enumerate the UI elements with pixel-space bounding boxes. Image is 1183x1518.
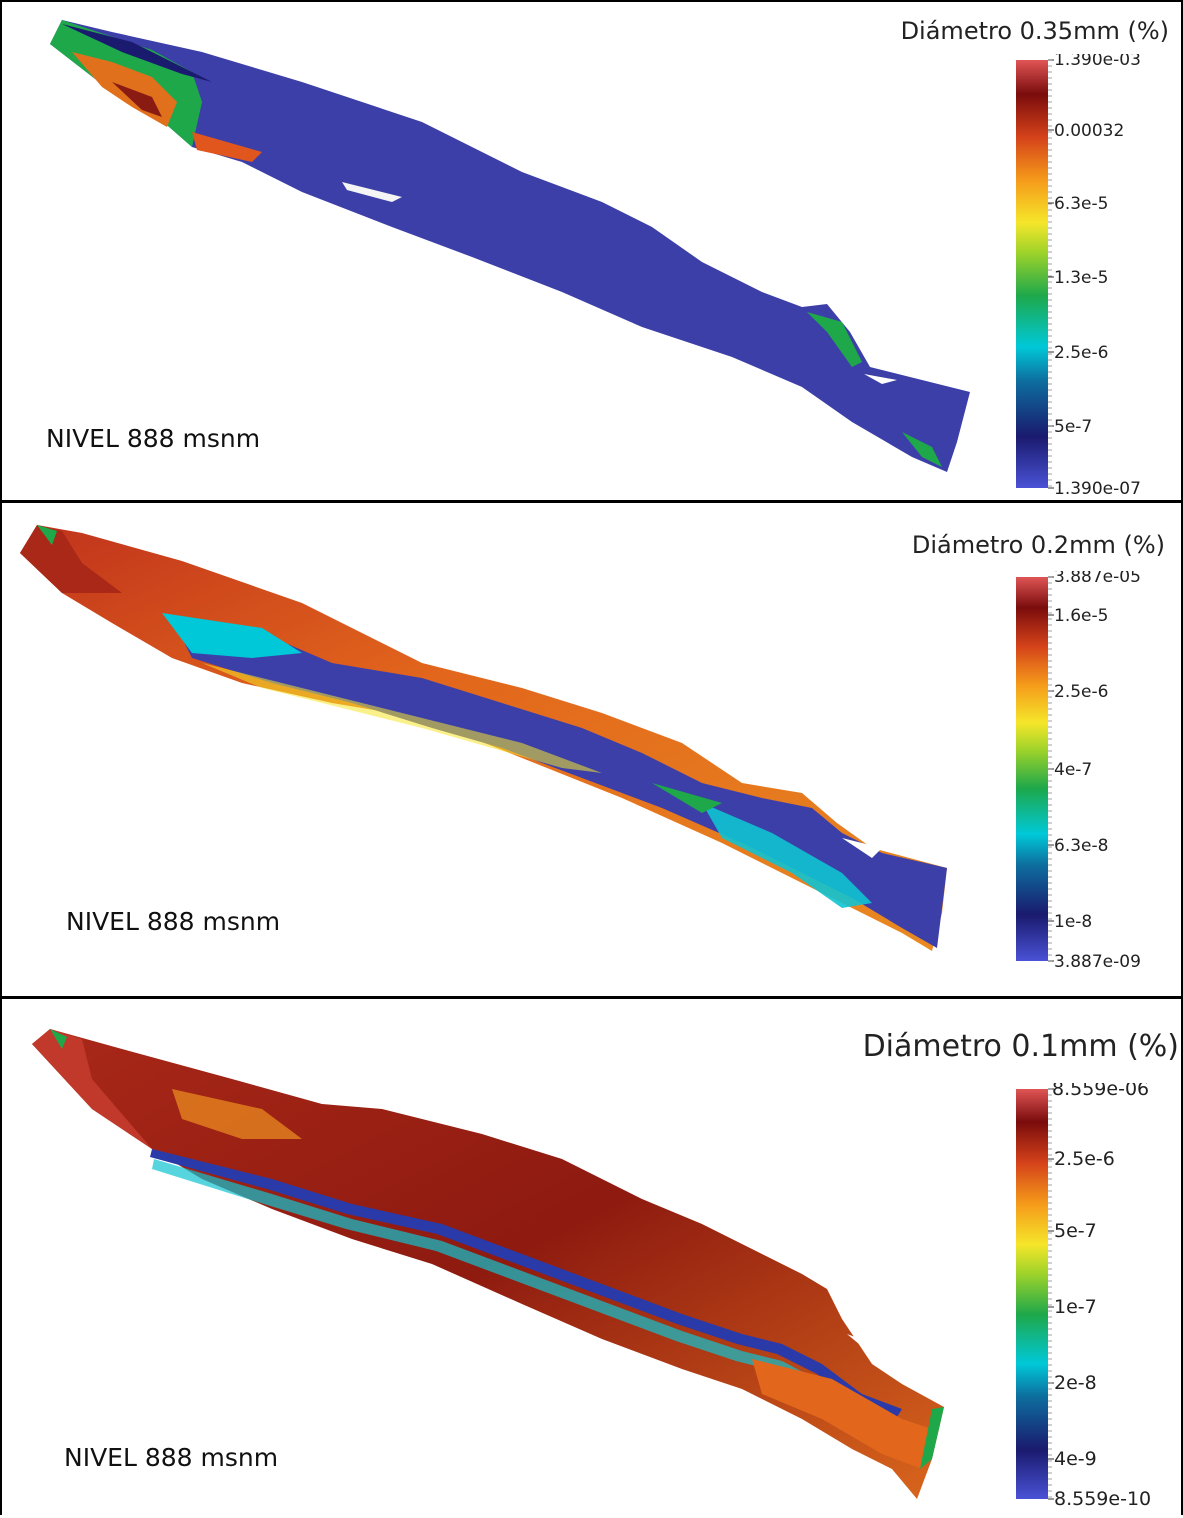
tick-label-4: 1e-7	[1054, 1296, 1097, 1318]
panel-d035: NIVEL 888 msnm Diámetro 0.35mm (%) 1.390…	[0, 0, 1183, 500]
colorbar-title: Diámetro 0.35mm (%)	[900, 17, 1169, 45]
level-label: NIVEL 888 msnm	[64, 1443, 279, 1472]
river-plot-d02	[20, 525, 947, 951]
tick-label-6: 4e-9	[1054, 1448, 1097, 1470]
tick-label-2: 0.00032	[1054, 121, 1124, 141]
colorbar: 3.887e-05 1.6e-5 2.5e-6 4e-7 6.3e-8 1e-8…	[1016, 571, 1141, 972]
colorbar-title: Diámetro 0.1mm (%)	[862, 1029, 1179, 1064]
colorbar: 1.390e-03 0.00032 6.3e-5 1.3e-5 2.5e-6 5…	[1016, 54, 1141, 498]
tick-label-3: 2.5e-6	[1054, 682, 1108, 702]
tick-label-5: 2.5e-6	[1054, 343, 1108, 363]
river-body	[50, 20, 970, 472]
tick-label-1: 1.390e-03	[1054, 54, 1141, 70]
tick-label-6: 5e-7	[1054, 417, 1092, 437]
colorbar-title: Diámetro 0.2mm (%)	[911, 531, 1165, 559]
level-label: NIVEL 888 msnm	[66, 907, 281, 936]
colorbar: 8.559e-06 2.5e-6 5e-7 1e-7 2e-8 4e-9 8.5…	[1016, 1083, 1151, 1510]
river-channel	[172, 618, 947, 948]
tick-label-2: 2.5e-6	[1054, 1148, 1115, 1170]
tick-label-4: 4e-7	[1054, 760, 1092, 780]
tick-label-2: 1.6e-5	[1054, 606, 1108, 626]
colorbar-gradient	[1016, 60, 1048, 488]
tick-label-3: 6.3e-5	[1054, 194, 1108, 214]
tick-label-7: 1.390e-07	[1054, 479, 1141, 498]
tick-label-5: 2e-8	[1054, 1372, 1097, 1394]
tick-1: 1.390e-03	[1048, 54, 1141, 70]
tick-label-1: 8.559e-06	[1052, 1083, 1149, 1100]
panel-d02: NIVEL 888 msnm Diámetro 0.2mm (%) 3.887e…	[0, 500, 1183, 996]
tick-label-7: 8.559e-10	[1054, 1488, 1151, 1510]
colorbar-gradient	[1016, 1089, 1048, 1499]
river-channel	[150, 1149, 902, 1417]
tick-label-4: 1.3e-5	[1054, 268, 1108, 288]
tick-label-5: 6.3e-8	[1054, 836, 1108, 856]
tick-label-3: 5e-7	[1054, 1220, 1097, 1242]
river-plot-d035	[50, 20, 970, 472]
tick-label-7: 3.887e-09	[1054, 952, 1141, 972]
panel-d01: NIVEL 888 msnm Diámetro 0.1mm (%) 8.559e…	[0, 996, 1183, 1515]
colorbar-gradient	[1016, 577, 1048, 961]
tick-label-6: 1e-8	[1054, 912, 1092, 932]
river-plot-d01	[32, 1029, 944, 1499]
level-label: NIVEL 888 msnm	[46, 424, 261, 453]
tick-label-1: 3.887e-05	[1054, 571, 1141, 587]
